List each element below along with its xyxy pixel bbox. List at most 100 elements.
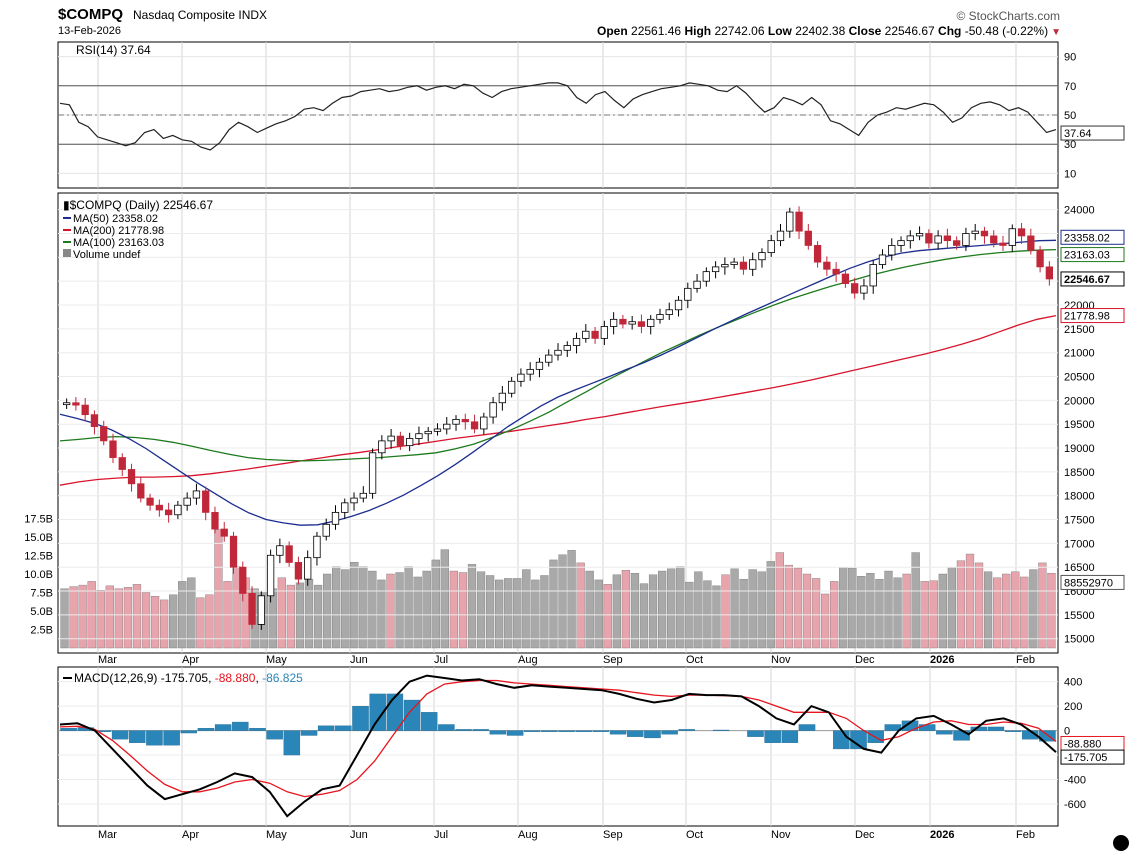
macd-histogram-bar <box>403 699 421 731</box>
candle-body <box>211 511 219 530</box>
volume-bar <box>739 578 748 649</box>
candle-body <box>758 252 766 261</box>
candle-body <box>953 240 961 246</box>
price-tick-label: 20500 <box>1064 372 1095 384</box>
volume-bar <box>983 571 993 649</box>
macd-histogram-bar <box>833 730 850 750</box>
volume-bar <box>703 580 712 649</box>
close-label: Close <box>848 24 882 38</box>
price-tick-label: 18500 <box>1064 467 1095 479</box>
ma200-line <box>59 314 1057 486</box>
macd-title: MACD(12,26,9) -175.705, -88.880, -86.825 <box>74 671 303 685</box>
candle-body <box>990 235 998 244</box>
x-tick-label: Dec <box>855 654 875 666</box>
volume-bar <box>304 578 314 649</box>
candle-body <box>72 402 80 406</box>
macd-histogram-bar <box>317 725 335 731</box>
volume-bar <box>965 553 975 649</box>
x-tick-label: 2026 <box>930 654 954 666</box>
candle-body <box>795 211 803 232</box>
candle-body <box>554 349 562 356</box>
volume-bar <box>956 560 966 649</box>
candle-body <box>100 426 108 442</box>
macd-histogram-bar <box>953 730 970 741</box>
symbol-title: $COMPQ <box>58 6 124 23</box>
macd-title-part: -88.880 <box>215 671 256 685</box>
volume-bar <box>884 570 893 649</box>
candle-body <box>146 497 154 506</box>
legend-entry: MA(50) 23358.02 <box>73 213 158 225</box>
price-tick-label: 24000 <box>1064 205 1095 217</box>
high-label: High <box>684 24 712 38</box>
candle-body <box>406 438 414 447</box>
candle-body <box>851 283 859 294</box>
candle-body <box>600 326 609 339</box>
volume-bar <box>150 596 160 649</box>
volume-bar <box>1011 571 1020 649</box>
volume-bar <box>721 574 730 649</box>
macd-histogram-bar <box>627 730 644 737</box>
candle-body <box>424 430 432 435</box>
volume-tick-label: 5.0B <box>30 606 53 618</box>
macd-histogram-bar <box>1004 730 1022 732</box>
volume-bar <box>96 590 105 649</box>
candle-body <box>823 261 831 270</box>
x-tick-label: Mar <box>98 829 117 841</box>
volume-bar <box>332 566 341 649</box>
candle-body <box>461 419 469 423</box>
macd-tick-label: -400 <box>1064 775 1086 787</box>
candle-body <box>813 245 822 263</box>
volume-bar <box>658 570 667 649</box>
volume-bar <box>947 567 956 649</box>
candle-body <box>934 235 942 244</box>
volume-bar <box>1029 569 1038 649</box>
candle-body <box>637 321 646 327</box>
macd-histogram-bar <box>936 730 953 735</box>
volume-bar <box>78 584 87 649</box>
price-tick-label: 19500 <box>1064 419 1095 431</box>
candle-body <box>674 299 683 311</box>
macd-histogram-bar <box>798 724 816 731</box>
legend-entry: MA(100) 23163.03 <box>73 237 164 249</box>
candle-body <box>647 318 655 327</box>
rsi-last-label-box <box>1060 125 1125 141</box>
volume-bar <box>549 559 558 649</box>
candle-body <box>202 490 210 513</box>
candle-body <box>1045 266 1054 280</box>
candle-body <box>832 268 840 275</box>
macd-histogram-bar <box>747 730 764 737</box>
macd-histogram-bar <box>111 730 129 740</box>
brand-label[interactable]: © StockCharts.com <box>956 9 1060 23</box>
candle-body <box>841 273 850 284</box>
legend-swatch <box>63 249 71 257</box>
rsi-line <box>59 82 1057 151</box>
volume-bar <box>802 573 812 649</box>
x-tick-label: May <box>266 829 287 841</box>
candle-body <box>684 287 692 301</box>
macd-histogram-bar <box>541 730 558 732</box>
volume-bar <box>839 567 848 649</box>
high-value: 22742.06 <box>714 24 765 38</box>
volume-bar <box>350 561 359 649</box>
volume-bar <box>893 577 902 649</box>
chg-value: -50.48 (-0.22%) <box>964 24 1049 38</box>
x-tick-label: Oct <box>686 829 703 841</box>
candle-body <box>906 235 914 242</box>
macd-histogram-bar <box>455 729 472 731</box>
candle-body <box>470 421 479 430</box>
macd-title-part: , <box>255 671 262 685</box>
candle-body <box>860 285 868 294</box>
candle-body <box>971 230 979 234</box>
candle-body <box>415 433 423 439</box>
candle-body <box>572 337 581 346</box>
candle-body <box>452 419 460 425</box>
ma50-last-label-box <box>1060 229 1125 245</box>
macd-signal-last-label: -88.880 <box>1064 738 1101 750</box>
price-tick-label: 17500 <box>1064 515 1095 527</box>
candle-body <box>786 211 794 232</box>
volume-bar <box>467 564 477 649</box>
volume-bar <box>413 576 422 649</box>
volume-bar <box>377 579 386 649</box>
volume-bar <box>404 566 413 649</box>
